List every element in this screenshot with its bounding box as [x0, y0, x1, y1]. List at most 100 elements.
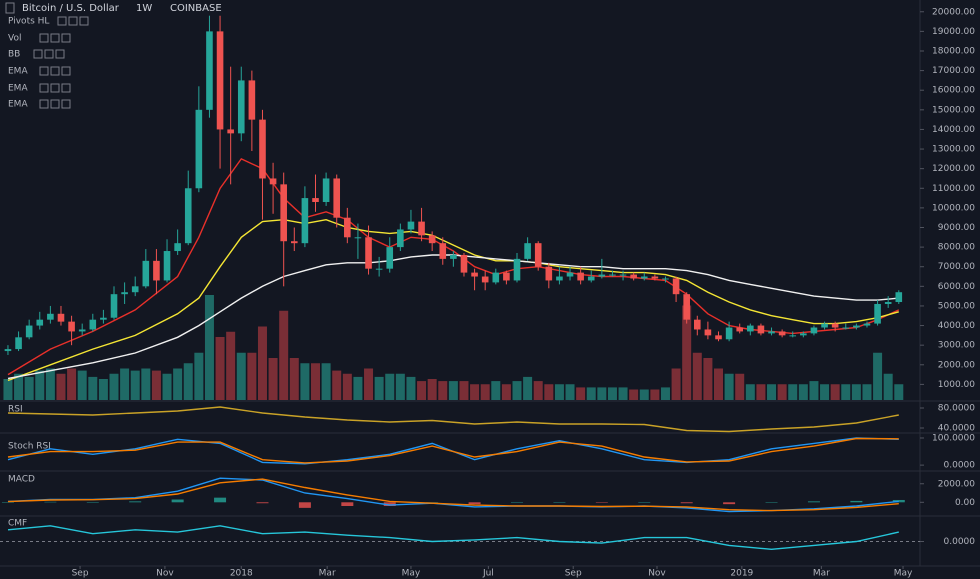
histogram-bar	[511, 502, 524, 503]
y-tick-label: 11000.00	[932, 184, 975, 194]
y-tick-label: 12000.00	[932, 164, 975, 174]
candle-body	[704, 329, 712, 336]
candle-body	[322, 178, 330, 202]
indicator-label[interactable]: Pivots HL	[8, 17, 49, 27]
x-tick-label: Sep	[72, 569, 89, 579]
volume-bar	[24, 376, 34, 400]
legend-control[interactable]	[39, 83, 49, 93]
candle-body	[768, 331, 775, 334]
histogram-bar	[298, 502, 311, 508]
candle-body	[375, 268, 383, 270]
candle-body	[672, 278, 680, 295]
candle-body	[778, 331, 786, 336]
legend-control[interactable]	[55, 49, 65, 59]
candle-body	[131, 286, 139, 293]
legend-control[interactable]	[79, 16, 89, 26]
candle-body	[577, 272, 584, 281]
legend-control[interactable]	[61, 99, 71, 109]
legend-control[interactable]	[61, 33, 71, 43]
candle-body	[640, 276, 648, 279]
legend-control[interactable]	[33, 49, 43, 59]
volume-bar	[67, 368, 77, 400]
volume-bar	[109, 373, 119, 400]
histogram-bar	[171, 499, 184, 503]
candle-body	[439, 243, 447, 259]
candle-body	[545, 266, 553, 281]
volume-bar	[406, 376, 416, 400]
indicator-label[interactable]: BB	[8, 50, 20, 60]
volume-bar	[873, 352, 883, 400]
candle-body	[556, 276, 563, 281]
legend-control[interactable]	[61, 83, 71, 93]
candle-body	[100, 317, 107, 320]
legend-control[interactable]	[61, 66, 71, 76]
candle-body	[142, 260, 150, 287]
candle-body	[874, 303, 881, 324]
volume-bar	[374, 376, 384, 400]
x-tick-label: Nov	[648, 569, 666, 579]
legend-control[interactable]	[39, 66, 49, 76]
legend-control[interactable]	[50, 33, 60, 43]
histogram-bar	[86, 502, 99, 503]
volume-bar	[554, 384, 564, 400]
candle-body	[68, 321, 75, 332]
candle-body	[174, 243, 181, 252]
indicator-line	[7, 437, 899, 464]
candle-body	[354, 237, 362, 239]
legend-control[interactable]	[50, 99, 60, 109]
legend-control[interactable]	[39, 33, 49, 43]
legend-control[interactable]	[50, 83, 60, 93]
volume-bar	[724, 373, 734, 400]
candle-body	[566, 272, 574, 277]
indicator-label[interactable]: Vol	[8, 34, 21, 44]
candle-body	[110, 294, 118, 318]
histogram-bar	[1, 502, 14, 503]
volume-bar	[629, 389, 639, 400]
collapse-icon[interactable]	[5, 2, 15, 14]
volume-bar	[883, 373, 893, 400]
legend-control[interactable]	[68, 16, 78, 26]
legend-control[interactable]	[57, 16, 67, 26]
indicator-label[interactable]: EMA	[8, 100, 28, 110]
x-tick-label: Mar	[813, 569, 830, 579]
legend-control[interactable]	[44, 49, 54, 59]
volume-bar	[226, 331, 236, 400]
volume-bar	[353, 376, 363, 400]
indicator-label[interactable]: EMA	[8, 84, 28, 94]
candle-body	[121, 292, 128, 295]
y-tick-label: 3000.00	[938, 341, 975, 351]
y-tick-label: 4000.00	[938, 321, 975, 331]
candle-body	[57, 313, 65, 322]
volume-bar	[45, 368, 55, 400]
candle-body	[821, 323, 828, 328]
candle-body	[4, 349, 12, 352]
candle-body	[842, 327, 850, 329]
volume-bar	[183, 363, 193, 400]
candle-body	[397, 229, 404, 248]
candle-body	[269, 178, 277, 185]
volume-bar	[395, 373, 405, 400]
candle-body	[736, 327, 744, 332]
legend-control[interactable]	[50, 66, 60, 76]
indicator-label[interactable]: EMA	[8, 67, 28, 77]
histogram-bar	[638, 502, 651, 503]
volume-bar	[342, 373, 352, 400]
pane-title: Stoch RSI	[8, 442, 51, 452]
volume-bar	[279, 310, 289, 400]
pane-title: RSI	[8, 405, 23, 415]
x-tick-label: 2019	[730, 569, 753, 579]
y-tick-label: 13000.00	[932, 145, 975, 155]
legend-control[interactable]	[39, 99, 49, 109]
histogram-bar	[468, 502, 481, 505]
candle-body	[747, 325, 754, 332]
volume-bar	[289, 358, 299, 400]
candle-body	[312, 198, 319, 202]
volume-bar	[820, 384, 830, 400]
volume-bar	[236, 352, 246, 400]
volume-bar	[544, 384, 554, 400]
candle-body	[206, 31, 213, 110]
volume-bar	[735, 373, 745, 400]
volume-bar	[130, 370, 140, 400]
y-tick-label: 15000.00	[932, 105, 975, 115]
